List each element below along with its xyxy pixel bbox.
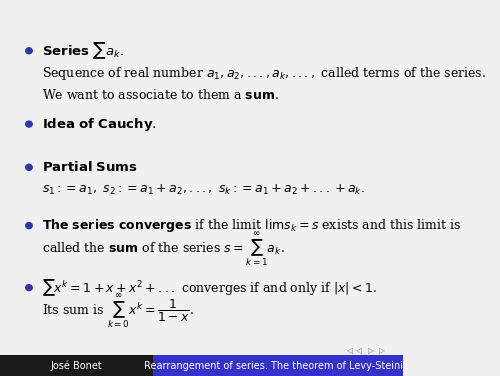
Text: $\mathbf{Partial\ Sums}$: $\mathbf{Partial\ Sums}$ — [42, 160, 138, 174]
FancyBboxPatch shape — [0, 355, 153, 376]
Text: José Bonet: José Bonet — [50, 361, 102, 371]
Text: Sequence of real number $a_1, a_2, ..., a_k, ...,$ called terms of the series.: Sequence of real number $a_1, a_2, ..., … — [42, 65, 486, 82]
Text: $\sum x^k = 1 + x + x^2 + ...$ converges if and only if $|x| < 1$.: $\sum x^k = 1 + x + x^2 + ...$ converges… — [42, 277, 378, 298]
Text: $\mathbf{Series}\ \sum a_k.$: $\mathbf{Series}\ \sum a_k.$ — [42, 40, 124, 61]
Text: $\lhd\ \lhd\ \rhd\ \rhd$: $\lhd\ \lhd\ \rhd\ \rhd$ — [346, 345, 387, 356]
Text: $s_1 := a_1,\ s_2 := a_1 + a_2,...,\ s_k := a_1 + a_2 + ... + a_k.$: $s_1 := a_1,\ s_2 := a_1 + a_2,...,\ s_k… — [42, 183, 365, 197]
Text: We want to associate to them a $\mathbf{sum}$.: We want to associate to them a $\mathbf{… — [42, 88, 279, 102]
Circle shape — [26, 164, 32, 170]
Circle shape — [26, 285, 32, 291]
Text: called the $\mathbf{sum}$ of the series $s = \sum_{k=1}^{\infty} a_k$.: called the $\mathbf{sum}$ of the series … — [42, 230, 285, 268]
Circle shape — [26, 48, 32, 54]
FancyBboxPatch shape — [153, 355, 402, 376]
Circle shape — [26, 223, 32, 229]
Text: Rearrangement of series. The theorem of Levy-Steiniz.: Rearrangement of series. The theorem of … — [144, 361, 412, 371]
Text: $\mathbf{Idea\ of\ Cauchy}$.: $\mathbf{Idea\ of\ Cauchy}$. — [42, 115, 157, 133]
Text: $\mathbf{The\ series\ converges}$ if the limit $\lim s_k = s$ exists and this li: $\mathbf{The\ series\ converges}$ if the… — [42, 217, 462, 234]
Circle shape — [26, 121, 32, 127]
Text: Its sum is $\sum_{k=0}^{\infty} x^k = \dfrac{1}{1-x}$.: Its sum is $\sum_{k=0}^{\infty} x^k = \d… — [42, 292, 194, 330]
